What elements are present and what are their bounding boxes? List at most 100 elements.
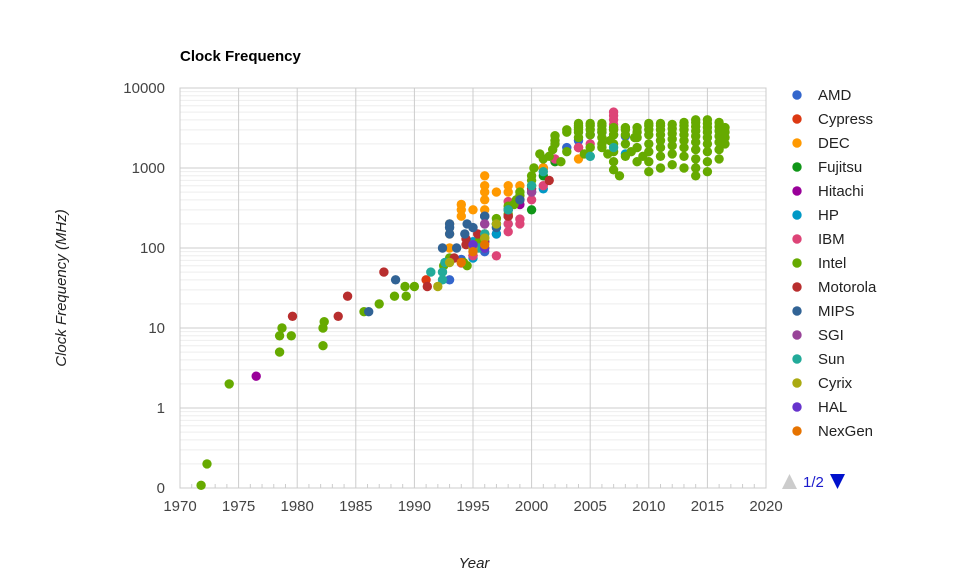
data-point [550,131,560,141]
legend-item-nexgen[interactable]: NexGen [792,423,873,440]
data-point [390,275,401,285]
data-point [529,163,539,173]
series-hp [468,149,631,263]
data-point [468,205,478,215]
data-point [544,175,554,186]
data-point [526,205,537,215]
legend-item-fujitsu[interactable]: Fujitsu [792,159,862,176]
data-point [196,480,206,490]
data-point [503,227,513,237]
y-tick-label: 1000 [132,160,165,177]
data-point [480,195,490,205]
data-point [691,115,701,125]
legend-item-ibm[interactable]: IBM [792,231,845,248]
data-point [456,199,466,210]
legend-label: NexGen [818,423,873,440]
data-point [468,240,478,250]
data-point [491,187,502,197]
data-point [491,219,502,229]
legend-label: AMD [818,87,852,104]
major-gridlines [179,87,767,489]
data-point [562,125,572,135]
data-point [691,154,701,164]
legend-item-mips[interactable]: MIPS [792,303,855,320]
legend-label: Sun [818,351,845,368]
legend-label: Intel [818,255,846,272]
data-point [491,251,502,261]
data-point [515,214,525,224]
legend-marker [792,378,802,388]
legend-marker [792,186,802,196]
legend-item-dec[interactable]: DEC [792,135,850,152]
legend-marker [792,90,802,100]
legend-item-hitachi[interactable]: Hitachi [792,183,864,200]
data-point [480,171,490,181]
data-point [556,157,566,167]
series-dec [444,154,584,253]
data-point [444,275,455,285]
data-point [480,181,490,191]
legend-marker [792,306,802,316]
data-point [437,243,448,253]
data-point [667,149,677,159]
legend-item-cyrix[interactable]: Cyrix [792,375,853,392]
legend-next-arrow[interactable] [830,474,845,489]
data-point [456,257,466,268]
data-point [364,307,374,317]
data-point [526,181,537,191]
legend-item-sun[interactable]: Sun [792,351,845,368]
legend-item-hp[interactable]: HP [792,207,839,224]
data-point [714,144,724,155]
data-point [374,299,384,309]
data-point [585,142,595,153]
legend-item-motorola[interactable]: Motorola [792,279,877,296]
data-point [224,379,234,389]
x-tick-label: 1975 [222,498,255,515]
legend-item-sgi[interactable]: SGI [792,327,844,344]
x-tick-label: 1990 [398,498,431,515]
data-point [702,167,713,177]
data-point [644,118,654,129]
legend-marker [792,138,802,148]
data-point [437,267,448,277]
data-point [480,240,490,250]
data-point [503,205,513,215]
data-point [644,167,654,177]
legend-label: MIPS [818,303,855,320]
data-point [437,275,448,285]
legend-item-hal[interactable]: HAL [792,399,847,416]
data-point [515,195,525,205]
x-tick-label: 1995 [456,498,489,515]
y-tick-label: 10 [148,320,165,337]
legend-marker [792,162,802,172]
data-point [444,257,455,268]
x-tick-label: 2005 [574,498,607,515]
legend-item-cypress[interactable]: Cypress [792,111,873,128]
x-tick-label: 2020 [749,498,782,515]
series-sun [426,142,619,285]
legend-item-intel[interactable]: Intel [792,255,846,272]
data-point [608,142,619,153]
data-point [319,317,329,327]
data-point [480,211,490,221]
legend-item-amd[interactable]: AMD [792,87,852,104]
data-point [608,107,619,117]
data-point [679,142,689,153]
y-tick-label: 1 [157,400,165,417]
y-axis-ticks: 0 1 10 100 1000 10000 [123,80,165,497]
legend-marker [792,114,802,124]
data-point [202,459,212,469]
data-point [274,347,285,357]
data-point [702,147,713,157]
legend-label: HP [818,207,839,224]
data-point [333,311,343,321]
legend-label: Fujitsu [818,159,862,176]
legend-marker [792,330,802,340]
legend-label: Motorola [818,279,877,296]
data-point [702,115,713,125]
data-point [318,341,328,351]
y-tick-label: 10000 [123,80,165,97]
x-axis-label: Year [459,555,491,572]
data-point [277,323,287,333]
legend-prev-arrow[interactable] [782,474,797,489]
